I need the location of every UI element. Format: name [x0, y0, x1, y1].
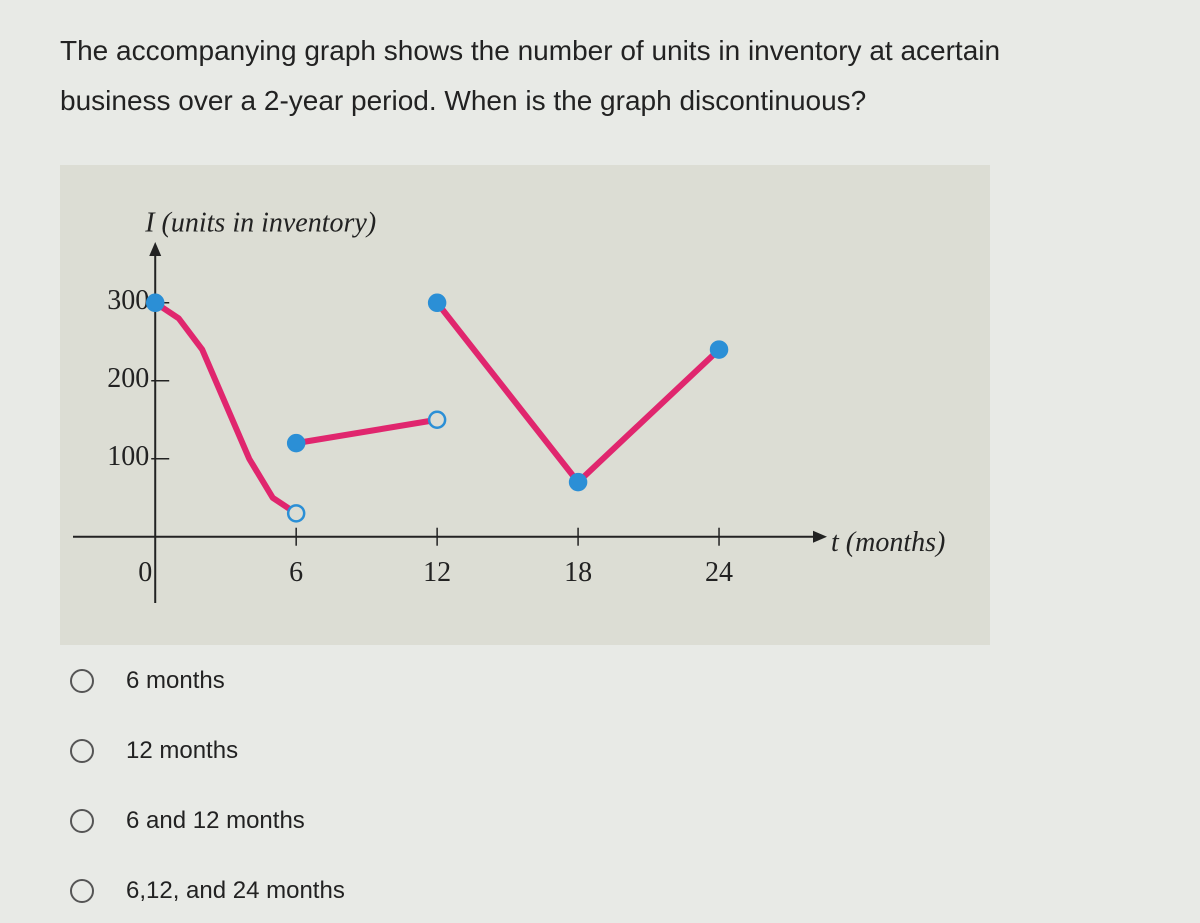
open-point: [427, 410, 447, 430]
option-label[interactable]: 12 months: [126, 737, 239, 764]
closed-point: [427, 293, 447, 313]
y-tick-label: 200: [107, 363, 149, 394]
open-point: [286, 504, 306, 523]
closed-point: [709, 340, 729, 359]
closed-point: [145, 293, 165, 313]
closed-point: [568, 472, 588, 492]
x-tick-label: 0: [138, 557, 152, 588]
option-label[interactable]: 6,12, and 24 months: [126, 877, 345, 904]
x-tick-label: 24: [705, 557, 733, 588]
x-tick-label: 18: [564, 557, 592, 588]
y-axis-arrow: [149, 242, 162, 256]
line-segment: [295, 416, 438, 447]
chart-panel: [60, 165, 990, 645]
option[interactable]: 12 months: [70, 737, 238, 765]
closed-point: [286, 433, 306, 453]
x-tick-label: 12: [423, 557, 451, 588]
y-axis-label: I (units in inventory): [144, 207, 376, 238]
question-text: The accompanying graph shows the number …: [60, 35, 1001, 116]
option-label[interactable]: 6 months: [126, 667, 225, 694]
option[interactable]: 6 and 12 months: [70, 807, 305, 835]
radio-button[interactable]: [70, 669, 94, 693]
radio-button[interactable]: [70, 809, 94, 833]
x-axis-arrow: [813, 530, 827, 543]
y-tick-label: 300: [107, 285, 149, 316]
radio-button[interactable]: [70, 879, 94, 903]
radio-button[interactable]: [70, 739, 94, 763]
x-tick-label: 6: [289, 557, 303, 588]
x-axis-label: t (months): [831, 527, 945, 558]
line-segment: [153, 300, 298, 516]
option-label[interactable]: 6 and 12 months: [126, 807, 305, 834]
option[interactable]: 6 months: [70, 667, 225, 695]
option[interactable]: 6,12, and 24 months: [70, 877, 345, 905]
y-tick-label: 100: [107, 441, 149, 472]
